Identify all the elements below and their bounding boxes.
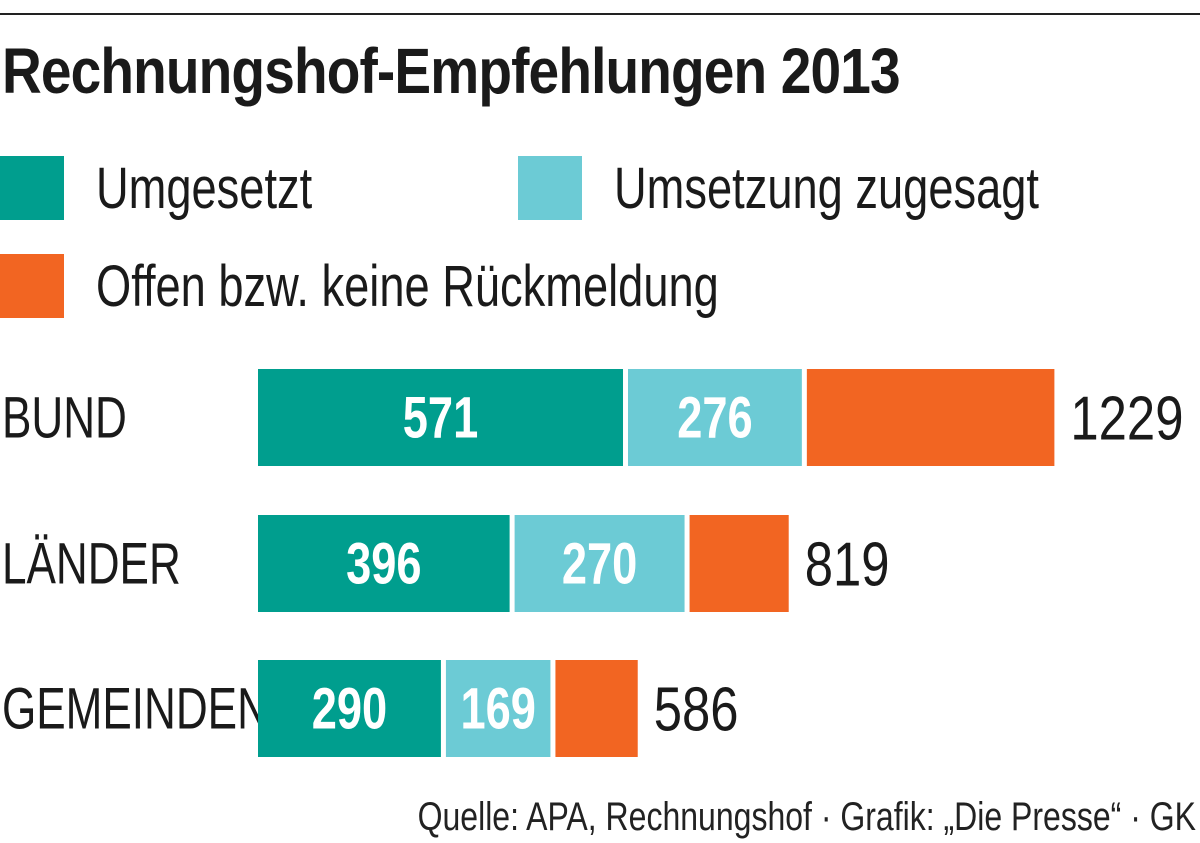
bar-segment [445,660,551,757]
bar-segment [555,660,638,757]
legend-label-zugesagt: Umsetzung zugesagt [614,156,1039,221]
bar-value-label: 290 [312,677,387,742]
bar-value-label: 396 [346,532,421,597]
bar-segment [806,369,1055,466]
bar-segment [628,369,802,466]
top-rule [0,13,1200,15]
bar-segment [258,369,624,466]
source-note: Quelle: APA, Rechnungshof · Grafik: „Die… [417,795,1196,839]
total-label: 586 [654,676,739,745]
bar-value-label: 571 [403,386,478,451]
category-label: GEMEINDEN [2,676,269,741]
bar-value-label: 276 [677,386,752,451]
bar-segment [514,515,685,612]
bar-segment [689,515,789,612]
legend-swatch-zugesagt [518,156,582,220]
bar-segment [258,515,510,612]
total-label: 819 [805,531,890,600]
legend-swatch-umgesetzt [0,156,64,220]
legend-swatch-offen [0,254,64,318]
bar-value-label: 169 [460,677,535,742]
bar-segment [258,660,441,757]
total-label: 1229 [1070,385,1183,454]
legend-label-umgesetzt: Umgesetzt [96,156,313,221]
chart-title: Rechnungshof-Empfehlungen 2013 [2,35,901,107]
category-label: BUND [2,385,127,450]
category-label: LÄNDER [2,531,181,596]
legend-label-offen: Offen bzw. keine Rückmeldung [96,254,719,319]
bar-value-label: 270 [562,532,637,597]
